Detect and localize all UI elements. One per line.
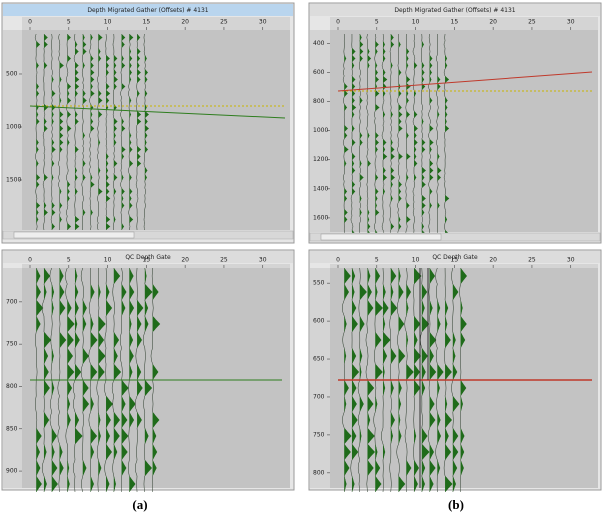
- plot-area: [330, 30, 598, 232]
- y-tick-label: 900: [6, 468, 18, 475]
- x-tick-label: 0: [28, 257, 32, 264]
- panel: Depth Migrated Gather (Offsets) # 4131 0 5…: [2, 3, 294, 243]
- x-tick-label: 10: [104, 19, 112, 26]
- y-tick-label: 1200: [313, 156, 328, 163]
- caption: (b): [448, 497, 464, 512]
- x-tick-label: 0: [336, 19, 340, 26]
- x-tick-label: 25: [220, 19, 228, 26]
- x-tick-label: 30: [259, 257, 267, 264]
- x-tick-label: 20: [181, 257, 189, 264]
- x-tick-label: 15: [451, 257, 459, 264]
- figure: (a) (b) Depth Migrated Gather (Offsets) …: [0, 0, 602, 518]
- x-ruler: [330, 17, 598, 30]
- y-tick-label: 1600: [313, 214, 328, 221]
- y-tick-label: 1000: [313, 127, 328, 134]
- x-tick-label: 10: [104, 257, 112, 264]
- y-tick-label: 800: [313, 98, 325, 105]
- caption: (a): [132, 497, 147, 512]
- y-tick-label: 750: [313, 431, 325, 438]
- x-tick-label: 0: [336, 257, 340, 264]
- x-ruler: [22, 264, 290, 268]
- plot-area: [22, 268, 290, 488]
- x-ruler: [330, 264, 598, 268]
- y-tick-label: 800: [6, 383, 18, 390]
- x-tick-label: 20: [489, 257, 497, 264]
- y-tick-label: 550: [313, 280, 325, 287]
- panel-title: Depth Migrated Gather (Offsets) # 4131: [87, 7, 208, 14]
- x-tick-label: 15: [143, 19, 151, 26]
- scroll-thumb: [321, 234, 441, 240]
- x-tick-label: 5: [67, 257, 71, 264]
- x-tick-label: 5: [375, 257, 379, 264]
- y-ruler: [310, 268, 330, 488]
- x-tick-label: 25: [220, 257, 228, 264]
- panel: QC Depth Gate051015202530700750800850900: [2, 250, 294, 492]
- x-tick-label: 0: [28, 19, 32, 26]
- x-tick-label: 5: [67, 19, 71, 26]
- scroll-thumb: [14, 232, 134, 238]
- y-tick-label: 1400: [313, 185, 328, 192]
- y-tick-label: 1500: [6, 176, 21, 183]
- y-tick-label: 850: [6, 425, 18, 432]
- y-tick-label: 800: [313, 469, 325, 476]
- y-tick-label: 600: [313, 69, 325, 76]
- y-tick-label: 500: [6, 70, 18, 77]
- x-tick-label: 25: [528, 257, 536, 264]
- x-tick-label: 20: [489, 19, 497, 26]
- plot-area: [22, 30, 290, 230]
- x-tick-label: 20: [181, 19, 189, 26]
- y-tick-label: 1000: [6, 123, 21, 130]
- x-tick-label: 15: [143, 257, 151, 264]
- y-tick-label: 650: [313, 356, 325, 363]
- y-tick-label: 600: [313, 318, 325, 325]
- x-tick-label: 30: [567, 19, 575, 26]
- x-tick-label: 25: [528, 19, 536, 26]
- x-tick-label: 15: [451, 19, 459, 26]
- x-tick-label: 30: [567, 257, 575, 264]
- y-tick-label: 700: [313, 393, 325, 400]
- x-tick-label: 30: [259, 19, 267, 26]
- panel-title: Depth Migrated Gather (Offsets) # 4131: [394, 7, 515, 14]
- y-tick-label: 750: [6, 341, 18, 348]
- x-tick-label: 10: [412, 257, 420, 264]
- y-tick-label: 700: [6, 298, 18, 305]
- x-tick-label: 10: [412, 19, 420, 26]
- x-ruler: [22, 17, 290, 30]
- panel: Depth Migrated Gather (Offsets) # 4131 0 5…: [309, 3, 601, 243]
- x-tick-label: 5: [375, 19, 379, 26]
- y-tick-label: 400: [313, 40, 325, 47]
